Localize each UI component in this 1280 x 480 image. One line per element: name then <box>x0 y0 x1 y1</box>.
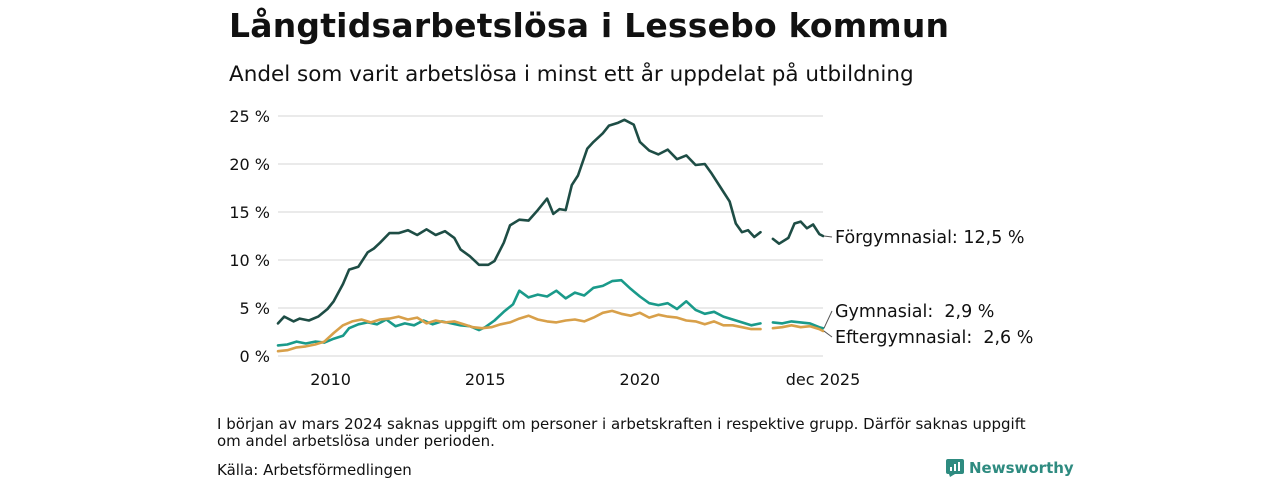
series-end-labels: Förgymnasial: 12,5 % Gymnasial: 2,9 % Efte… <box>823 228 1033 348</box>
end-label-forgymnasial: Förgymnasial: 12,5 % <box>835 228 1025 248</box>
end-label-eftergymnasial: Eftergymnasial: 2,6 % <box>835 328 1033 348</box>
line-chart: 0 % 5 % 10 % 15 % 20 % 25 % 2010 2015 2020 dec 2… <box>229 107 1033 389</box>
y-tick-label: 15 % <box>229 203 270 222</box>
y-tick-label: 5 % <box>240 299 270 318</box>
leader-line-eftergymnasial <box>823 330 833 338</box>
x-tick-label: 2015 <box>465 370 506 389</box>
y-tick-label: 20 % <box>229 155 270 174</box>
x-axis-ticks: 2010 2015 2020 dec 2025 <box>310 370 860 389</box>
leader-line-forgymnasial <box>823 235 833 238</box>
chart-title: Långtidsarbetslösa i Lessebo kommun <box>229 6 950 45</box>
y-tick-label: 0 % <box>240 347 270 366</box>
end-label-gymnasial: Gymnasial: 2,9 % <box>835 302 994 322</box>
series-line-eftergymnasial <box>276 309 825 353</box>
x-tick-label: 2010 <box>310 370 351 389</box>
y-axis-ticks: 0 % 5 % 10 % 15 % 20 % 25 % <box>229 107 270 366</box>
newsworthy-logo-icon <box>946 459 964 477</box>
source-text: Källa: Arbetsförmedlingen <box>217 461 412 479</box>
x-tick-label: 2020 <box>620 370 661 389</box>
brand-name: Newsworthy <box>969 459 1074 477</box>
x-tick-label: dec 2025 <box>786 370 861 389</box>
series-line-forgymnasial <box>276 118 825 325</box>
footnote: I början av mars 2024 saknas uppgift om … <box>217 415 1026 450</box>
chart-subtitle: Andel som varit arbetslösa i minst ett å… <box>229 62 914 87</box>
brand-logo[interactable]: Newsworthy <box>946 459 1074 477</box>
series-line-gymnasial <box>276 278 825 347</box>
series-lines <box>276 118 825 353</box>
y-tick-label: 25 % <box>229 107 270 126</box>
y-tick-label: 10 % <box>229 251 270 270</box>
leader-line-gymnasial <box>823 310 833 329</box>
